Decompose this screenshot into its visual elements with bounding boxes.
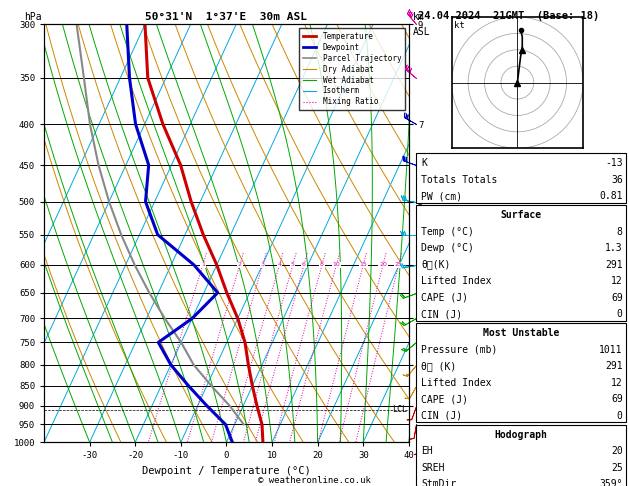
Text: CAPE (J): CAPE (J) — [421, 394, 469, 404]
Text: 2: 2 — [238, 262, 242, 267]
Text: km: km — [413, 12, 424, 22]
Text: 3: 3 — [260, 262, 265, 267]
Text: 69: 69 — [611, 394, 623, 404]
Text: 69: 69 — [611, 293, 623, 303]
Text: 5: 5 — [291, 262, 295, 267]
Text: © weatheronline.co.uk: © weatheronline.co.uk — [258, 476, 371, 485]
Text: 8: 8 — [320, 262, 324, 267]
Text: 25: 25 — [611, 463, 623, 473]
Text: 1.3: 1.3 — [605, 243, 623, 253]
Text: 6: 6 — [302, 262, 306, 267]
Text: Surface: Surface — [501, 210, 542, 220]
Text: Lifted Index: Lifted Index — [421, 378, 492, 388]
Text: ASL: ASL — [413, 27, 430, 37]
Text: 8: 8 — [617, 226, 623, 237]
Text: LCL: LCL — [392, 405, 408, 414]
Text: θᴇ(K): θᴇ(K) — [421, 260, 451, 270]
Text: 1011: 1011 — [599, 345, 623, 355]
Text: 291: 291 — [605, 260, 623, 270]
Text: Dewp (°C): Dewp (°C) — [421, 243, 474, 253]
Text: 359°: 359° — [599, 479, 623, 486]
Text: StmDir: StmDir — [421, 479, 457, 486]
Legend: Temperature, Dewpoint, Parcel Trajectory, Dry Adiabat, Wet Adiabat, Isotherm, Mi: Temperature, Dewpoint, Parcel Trajectory… — [299, 28, 405, 110]
Text: 36: 36 — [611, 174, 623, 185]
Text: CIN (J): CIN (J) — [421, 309, 462, 319]
Text: kt: kt — [454, 21, 465, 30]
Y-axis label: Mixing Ratio (g/kg): Mixing Ratio (g/kg) — [462, 182, 471, 284]
Text: SREH: SREH — [421, 463, 445, 473]
Text: 0: 0 — [617, 411, 623, 421]
Text: Temp (°C): Temp (°C) — [421, 226, 474, 237]
Text: 25: 25 — [394, 262, 403, 267]
Text: 10: 10 — [333, 262, 340, 267]
Text: Hodograph: Hodograph — [494, 430, 548, 440]
Text: 4: 4 — [277, 262, 281, 267]
Text: Totals Totals: Totals Totals — [421, 174, 498, 185]
Text: -13: -13 — [605, 158, 623, 168]
Text: PW (cm): PW (cm) — [421, 191, 462, 201]
Text: K: K — [421, 158, 427, 168]
Text: CAPE (J): CAPE (J) — [421, 293, 469, 303]
Text: 20: 20 — [379, 262, 387, 267]
Text: 12: 12 — [611, 276, 623, 286]
Text: CIN (J): CIN (J) — [421, 411, 462, 421]
Text: 20: 20 — [611, 446, 623, 456]
Text: 291: 291 — [605, 361, 623, 371]
Text: EH: EH — [421, 446, 433, 456]
Title: 50°31'N  1°37'E  30m ASL: 50°31'N 1°37'E 30m ASL — [145, 12, 308, 22]
X-axis label: Dewpoint / Temperature (°C): Dewpoint / Temperature (°C) — [142, 466, 311, 476]
Text: θᴇ (K): θᴇ (K) — [421, 361, 457, 371]
Text: 12: 12 — [611, 378, 623, 388]
Text: 1: 1 — [201, 262, 205, 267]
Text: Pressure (mb): Pressure (mb) — [421, 345, 498, 355]
Text: Most Unstable: Most Unstable — [483, 328, 559, 338]
Text: Lifted Index: Lifted Index — [421, 276, 492, 286]
Text: hPa: hPa — [24, 12, 42, 22]
Text: 24.04.2024  21GMT  (Base: 18): 24.04.2024 21GMT (Base: 18) — [418, 11, 599, 21]
Text: 0: 0 — [617, 309, 623, 319]
Text: 15: 15 — [359, 262, 367, 267]
Text: 0.81: 0.81 — [599, 191, 623, 201]
